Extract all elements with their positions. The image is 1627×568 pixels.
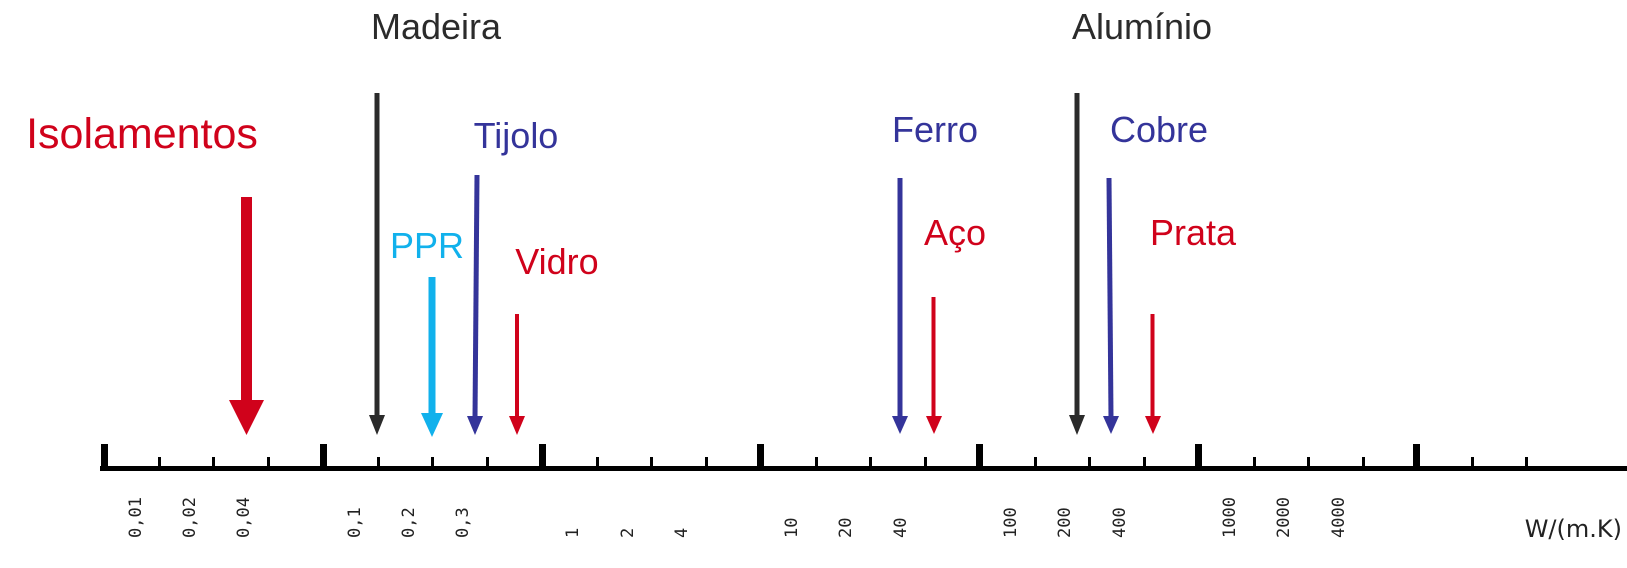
material-label-madeira: Madeira: [371, 6, 502, 47]
minor-tick: [158, 457, 161, 469]
arrow-aco: [926, 297, 942, 434]
minor-tick: [1253, 457, 1256, 469]
unit-label: W/(m.K): [1525, 515, 1622, 543]
minor-tick: [596, 457, 599, 469]
minor-tick: [815, 457, 818, 469]
minor-tick: [1471, 457, 1474, 469]
material-label-vidro: Vidro: [515, 241, 598, 282]
major-tick: [1413, 444, 1420, 471]
tick-label: 4: [672, 528, 692, 538]
arrow-vidro: [509, 314, 525, 435]
tick-label: 100: [1001, 507, 1021, 538]
tick-label: 4000: [1329, 497, 1349, 538]
tick-label: 0,1: [345, 507, 365, 538]
minor-tick: [486, 457, 489, 469]
tick-label: 0,02: [180, 497, 200, 538]
major-tick: [539, 444, 546, 471]
material-label-ferro: Ferro: [892, 109, 978, 150]
tick-labels: 0,01 0,02 0,04 0,1 0,2 0,3 1 2 4 10 20 4…: [126, 497, 1349, 538]
minor-tick: [650, 457, 653, 469]
minor-tick: [431, 457, 434, 469]
minor-tick: [1088, 457, 1091, 469]
major-tick: [320, 444, 327, 471]
tick-label: 0,3: [453, 507, 473, 538]
major-tick: [1195, 444, 1202, 471]
minor-tick: [869, 457, 872, 469]
arrow-aluminio: [1069, 93, 1085, 435]
arrow-isolamentos: [229, 197, 264, 435]
arrow-prata: [1145, 314, 1161, 434]
material-label-isolamentos: Isolamentos: [26, 110, 258, 158]
tick-label: 1000: [1220, 497, 1240, 538]
arrow-cobre: [1103, 177, 1119, 434]
material-labels: Madeira Alumínio Isolamentos Tijolo Ferr…: [26, 6, 1237, 282]
minor-tick: [1034, 457, 1037, 469]
minor-tick: [377, 457, 380, 469]
minor-tick: [1307, 457, 1310, 469]
minor-tick: [1525, 457, 1528, 469]
arrow-tijolo: [467, 174, 483, 435]
tick-label: 10: [782, 518, 802, 538]
tick-label: 1: [563, 528, 583, 538]
minor-tick: [212, 457, 215, 469]
material-arrows: [229, 93, 1161, 437]
arrow-madeira: [369, 93, 385, 435]
material-label-cobre: Cobre: [1110, 109, 1208, 150]
tick-label: 0,2: [399, 507, 419, 538]
material-label-aluminio: Alumínio: [1072, 6, 1212, 47]
major-tick: [101, 444, 108, 471]
minor-tick: [924, 457, 927, 469]
minor-tick: [1143, 457, 1146, 469]
tick-label: 2: [618, 528, 638, 538]
major-tick: [976, 444, 983, 471]
tick-label: 40: [891, 518, 911, 538]
material-label-prata: Prata: [1150, 212, 1237, 253]
tick-label: 400: [1110, 507, 1130, 538]
material-label-aco: Aço: [924, 212, 986, 253]
minor-tick: [267, 457, 270, 469]
minor-tick: [1362, 457, 1365, 469]
axis-line: [100, 466, 1627, 471]
arrow-ppr: [421, 277, 443, 437]
arrow-ferro: [892, 178, 908, 434]
major-tick: [757, 444, 764, 471]
tick-label: 20: [836, 518, 856, 538]
minor-tick: [705, 457, 708, 469]
material-label-tijolo: Tijolo: [474, 115, 559, 156]
tick-label: 2000: [1274, 497, 1294, 538]
tick-label: 0,04: [234, 497, 254, 538]
tick-label: 0,01: [126, 497, 146, 538]
material-label-ppr: PPR: [390, 225, 464, 266]
scale-axis: [100, 444, 1627, 471]
tick-label: 200: [1055, 507, 1075, 538]
